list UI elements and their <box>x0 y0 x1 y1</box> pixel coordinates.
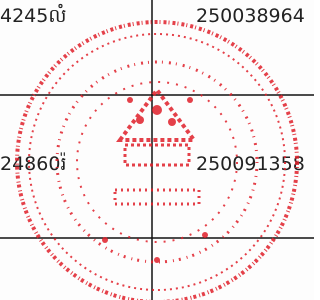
stamp-dot <box>154 257 160 263</box>
stamp-dot <box>152 105 162 115</box>
stamp-emblem <box>125 145 189 165</box>
red-stamp <box>0 0 314 300</box>
stamp-dot <box>202 232 208 238</box>
stamp-dot <box>187 97 193 103</box>
stamp-emblem <box>115 190 199 204</box>
stamp-dot <box>168 118 176 126</box>
stamp-dot <box>102 237 108 243</box>
stamp-inner-ring <box>29 34 285 290</box>
stamp-dot <box>136 116 144 124</box>
stamp-dot <box>127 97 133 103</box>
table-screenshot: 4245លំ 250038964 24860រ៉ 250091358 <box>0 0 314 300</box>
